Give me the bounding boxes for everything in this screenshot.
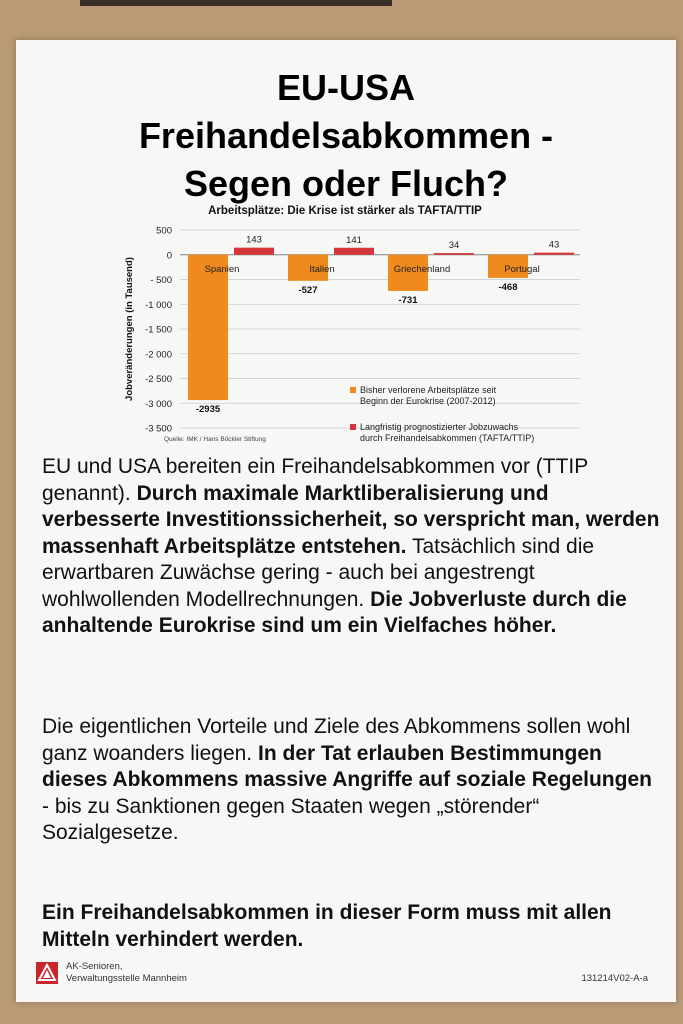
legend-label: Bisher verlorene Arbeitsplätze seit Begin… [360,385,497,406]
bar-loss [188,254,228,401]
title-line-1: EU-USA [276,67,415,108]
legend-label-line: Langfristig prognostizierter Jobzuwachs [360,422,519,432]
y-tick-label: -2 000 [145,349,172,360]
y-tick-label: -2 500 [145,374,172,385]
y-tick-label: 0 [167,250,172,261]
union-logo-icon [36,962,58,984]
category-label: Portugal [504,264,539,275]
paragraph-1-text-b: Tatsächlich sind die erwartbaren Zuwächs… [42,534,595,611]
footer-org-line-1: AK-Senioren, [66,961,123,972]
legend-label-line: Beginn der Eurokrise (2007-2012) [360,396,496,406]
title-line-2: Freihandelsabkommen - [138,115,554,156]
y-axis-label: Jobveränderungen (in Tausend) [124,257,135,401]
loss-data-label: -527 [298,285,317,296]
gain-data-label: 141 [346,235,362,246]
footer-org-line-2: Verwaltungsstelle Mannheim [66,973,187,984]
bar-loss [288,254,328,281]
chart-title: Arbeitsplätze: Die Krise ist stärker als… [208,205,482,217]
bar-loss [488,254,528,278]
y-tick-label: -1 500 [145,325,172,336]
paragraph-2-text-a: Die eigentlichen Vorteile und Ziele des … [42,715,631,765]
y-tick-label: 500 [156,226,172,237]
footer-code: 131214V02-A-a [581,973,648,984]
paragraph-2-bold-a: In der Tat erlauben Bestimmungen dieses … [42,741,652,792]
paragraph-1-text-a: EU und USA bereiten ein Freihandelsabkom… [42,455,588,505]
gain-data-label: 43 [549,240,560,251]
bar-loss [388,254,428,291]
paragraph-1-bold-a: Durch maximale Marktliberalisierung und … [42,481,660,558]
y-tick-label: -3 500 [145,424,172,435]
bar-gain [234,247,274,255]
bar-gain [434,253,474,255]
bar-gain [534,252,574,255]
chart-source: Quelle: IMK / Hans Böckler Stiftung [164,436,266,443]
loss-data-label: -2935 [196,404,221,415]
bar-gain [334,247,374,255]
y-tick-label: -3 000 [145,399,172,410]
paragraph-3: Ein Freihandelsabkommen in dieser Form m… [42,901,612,951]
poster-title: EU-USA Freihandelsabkommen - Segen oder … [16,64,676,208]
footer-organisation: AK-Senioren, Verwaltungsstelle Mannheim [66,961,187,985]
category-label: Griechenland [394,264,451,275]
legend-swatch [350,387,356,393]
legend-label: Langfristig prognostizierter Jobzuwachs d… [360,422,534,443]
legend-swatch [350,424,356,430]
job-change-chart: Arbeitsplätze: Die Krise ist stärker als… [124,205,580,443]
paragraph-1: EU und USA bereiten ein Freihandelsabkom… [42,454,662,640]
y-tick-label: -1 000 [145,300,172,311]
gain-data-label: 143 [246,235,262,246]
category-label: Spanien [205,264,240,275]
gain-data-label: 34 [449,240,460,251]
category-label: Italien [309,264,334,275]
paragraph-1-bold-b: Die Jobverluste durch die anhaltende Eur… [42,587,627,638]
paragraph-2-text-b: - bis zu Sanktionen gegen Staaten wegen … [42,794,540,845]
frame-edge [80,0,392,6]
poster: EU-USA Freihandelsabkommen - Segen oder … [16,40,676,1002]
loss-data-label: -731 [398,295,418,306]
loss-data-label: -468 [498,282,517,293]
y-tick-label: - 500 [150,275,172,286]
title-line-3: Segen oder Fluch? [183,163,509,204]
legend-label-line: Bisher verlorene Arbeitsplätze seit [360,385,497,395]
legend-label-line: durch Freihandelsabkommen (TAFTA/TTIP) [360,433,534,443]
paragraph-2: Die eigentlichen Vorteile und Ziele des … [42,714,662,847]
